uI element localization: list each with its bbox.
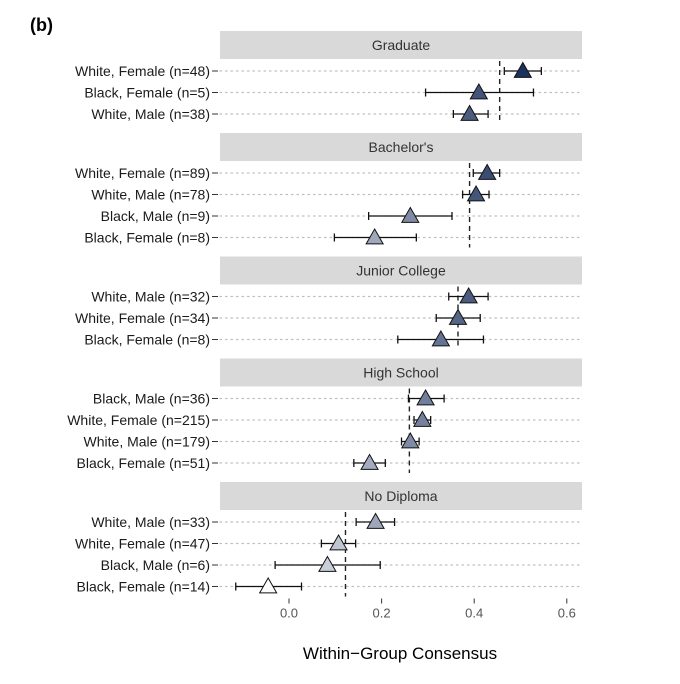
point-marker [360,453,379,470]
point-marker [448,308,468,325]
point-marker [466,184,486,202]
row-label: Black, Female (n=5) [84,85,210,101]
facet-graduate: Graduate White, Female (n=48) Black, Femal… [75,31,583,124]
row-label: White, Male (n=38) [91,106,210,122]
row-label: Black, Female (n=8) [84,332,210,348]
point-marker [318,555,337,572]
point-marker [431,329,451,347]
row-label: White, Female (n=89) [75,165,210,181]
point-marker [400,431,420,449]
row-label: Black, Female (n=14) [77,579,210,595]
point-marker [412,410,432,427]
facets: Graduate White, Female (n=48) Black, Femal… [67,31,583,597]
x-axis-title: Within−Group Consensus [303,644,497,663]
facet-strip [220,358,582,387]
row-label: Black, Male (n=36) [93,391,210,407]
row-label: White, Female (n=215) [67,412,210,428]
facet-strip [220,133,582,161]
point-marker [459,286,479,304]
row-label: White, Male (n=32) [91,289,210,305]
facet-title: No Diploma [364,488,437,504]
row-label: White, Female (n=34) [75,310,210,326]
x-tick-label: 0.4 [465,606,483,621]
point-marker [400,206,420,223]
point-marker [469,82,489,100]
point-marker [365,227,385,245]
facet-high-school: High School Black, Male (n=36) White, Fema… [67,358,583,473]
row-label: Black, Female (n=8) [84,230,210,246]
facet-no-diploma: No Diploma White, Male (n=33) White, Femal… [75,482,583,597]
facet-title: Junior College [356,263,446,279]
point-marker [416,388,435,406]
facet-title: Graduate [372,37,431,53]
x-tick-label: 0.6 [558,606,576,621]
point-marker [513,61,533,78]
point-marker [477,163,497,180]
row-label: Black, Male (n=6) [101,557,210,573]
facet-junior-college: Junior College White, Male (n=32) White, F… [75,256,583,350]
point-marker [366,512,385,529]
facet-strip [220,482,582,510]
facet-bachelor-s: Bachelor's White, Female (n=89) White, Mal… [75,133,583,248]
row-label: Black, Male (n=9) [101,208,210,224]
facet-strip [220,31,582,59]
row-label: White, Male (n=78) [91,187,210,203]
point-marker [460,104,479,121]
row-label: Black, Female (n=51) [77,455,210,471]
facet-title: Bachelor's [369,139,434,155]
x-tick-label: 0.0 [280,606,298,621]
facet-strip [220,256,582,285]
row-label: White, Male (n=179) [84,434,210,450]
row-label: White, Female (n=48) [75,63,210,79]
point-marker [258,576,278,594]
row-label: White, Female (n=47) [75,536,210,552]
facet-title: High School [363,365,439,381]
x-tick-label: 0.2 [373,606,391,621]
row-label: White, Male (n=33) [91,514,210,530]
panel-label: (b) [30,15,53,35]
x-axis: 0.0 0.2 0.4 0.6 [280,598,576,621]
point-marker [329,533,348,551]
